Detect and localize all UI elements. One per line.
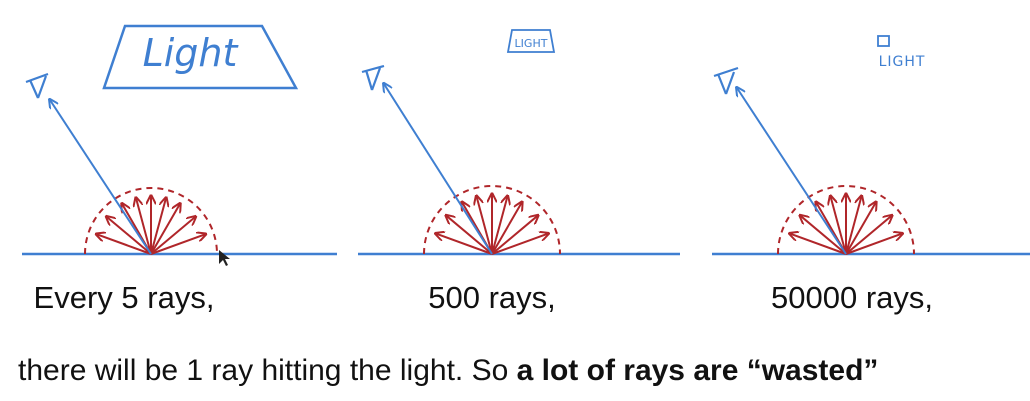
ray-fan xyxy=(97,196,205,255)
caption-panel-3: 50000 rays, xyxy=(771,280,933,315)
sample-ray-2 xyxy=(447,216,493,255)
sample-ray-6 xyxy=(150,198,166,255)
sample-ray-4 xyxy=(136,198,152,255)
sample-ray-2 xyxy=(801,216,847,255)
reflected-ray xyxy=(50,100,152,255)
cursor-icon xyxy=(219,250,230,266)
sample-ray-1 xyxy=(97,234,152,255)
explanation-text: there will be 1 ray hitting the light. S… xyxy=(18,354,878,388)
hemisphere-outline xyxy=(84,187,218,255)
sample-ray-7 xyxy=(150,204,180,255)
sample-ray-9 xyxy=(150,234,205,255)
camera-eye-icon xyxy=(25,72,49,99)
reflected-ray xyxy=(384,84,493,255)
light-label: LIGHT xyxy=(515,37,548,50)
explanation-bold: a lot of rays are “wasted” xyxy=(516,354,879,387)
light-source-shape xyxy=(506,29,556,53)
reflected-ray xyxy=(737,88,847,255)
sample-ray-6 xyxy=(491,197,507,255)
caption-panel-1: Every 5 rays, xyxy=(33,280,215,315)
light-source-shape xyxy=(877,35,890,47)
sample-ray-8 xyxy=(845,216,892,255)
panel-1: Light xyxy=(22,24,337,266)
sample-ray-4 xyxy=(831,197,847,255)
camera-eye-icon xyxy=(361,64,385,91)
sample-ray-4 xyxy=(477,197,493,255)
sample-ray-9 xyxy=(845,234,902,255)
camera-eye-icon xyxy=(713,66,739,95)
panel-2: LIGHT xyxy=(358,29,680,256)
light-label: LIGHT xyxy=(879,54,926,70)
caption-panel-2: 500 rays, xyxy=(428,280,556,315)
sample-ray-6 xyxy=(845,197,861,255)
light-source-shape xyxy=(102,24,299,90)
ray-fan xyxy=(436,195,548,255)
sample-ray-8 xyxy=(491,216,538,255)
sample-ray-9 xyxy=(491,234,548,255)
sample-ray-2 xyxy=(107,217,152,255)
panel-3: LIGHT xyxy=(712,35,1030,256)
sample-ray-7 xyxy=(491,203,522,255)
sample-ray-1 xyxy=(436,234,493,255)
sample-ray-1 xyxy=(790,234,847,255)
ray-fan xyxy=(790,195,902,255)
explanation-plain: there will be 1 ray hitting the light. S… xyxy=(18,354,517,387)
light-label: Light xyxy=(143,31,240,75)
sample-ray-7 xyxy=(845,203,876,255)
sample-ray-8 xyxy=(150,217,195,255)
